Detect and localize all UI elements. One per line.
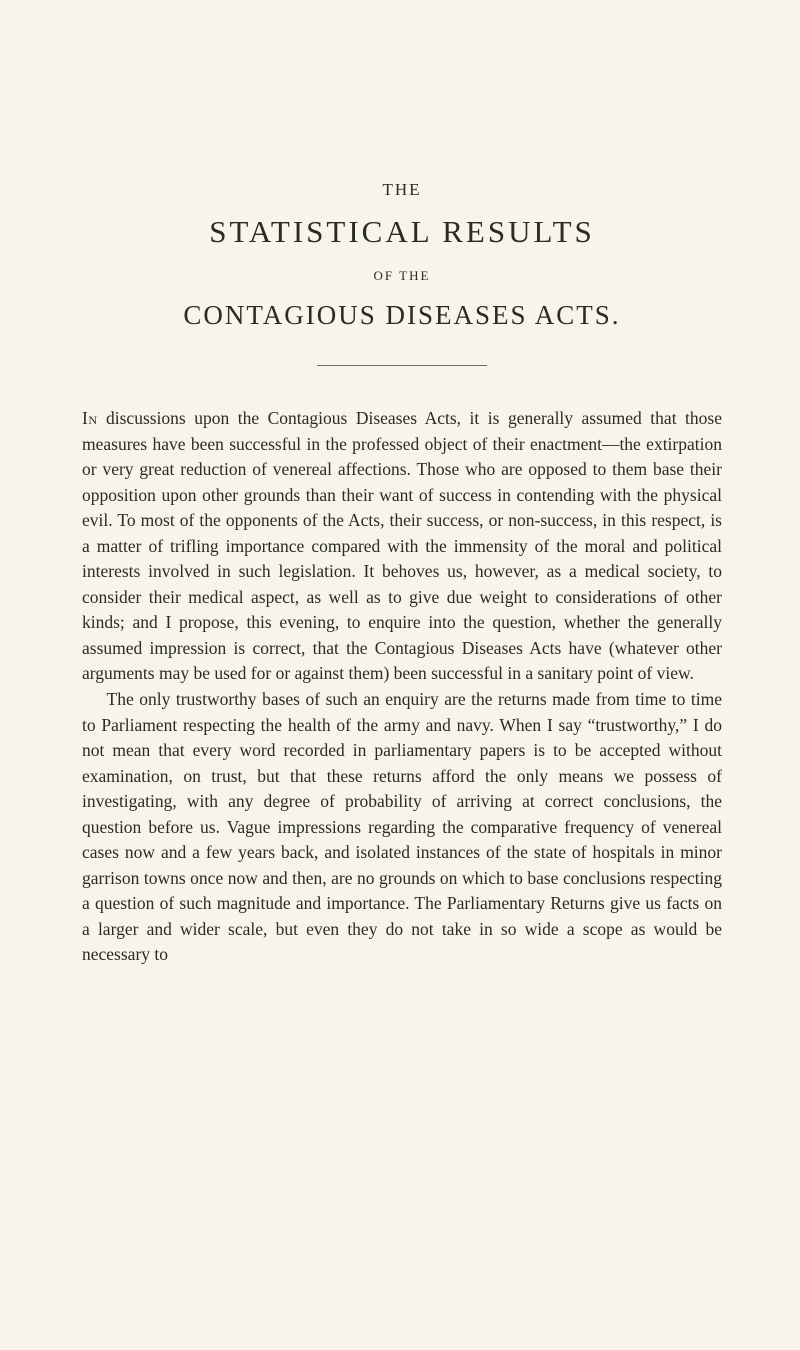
document-page: THE STATISTICAL RESULTS OF THE CONTAGIOU… (0, 0, 800, 1008)
paragraph-1-body: discussions upon the Contagious Diseases… (82, 408, 722, 683)
heading-main-title: STATISTICAL RESULTS (82, 214, 722, 250)
paragraph-1: In discussions upon the Contagious Disea… (82, 406, 722, 687)
body-text-block: In discussions upon the Contagious Disea… (82, 406, 722, 968)
paragraph-2: The only trustworthy bases of such an en… (82, 687, 722, 968)
heading-secondary-title: CONTAGIOUS DISEASES ACTS. (82, 300, 722, 331)
horizontal-rule (317, 365, 487, 366)
heading-of-the: OF THE (82, 268, 722, 284)
paragraph-1-lead: In (82, 408, 98, 428)
heading-the-top: THE (82, 180, 722, 200)
